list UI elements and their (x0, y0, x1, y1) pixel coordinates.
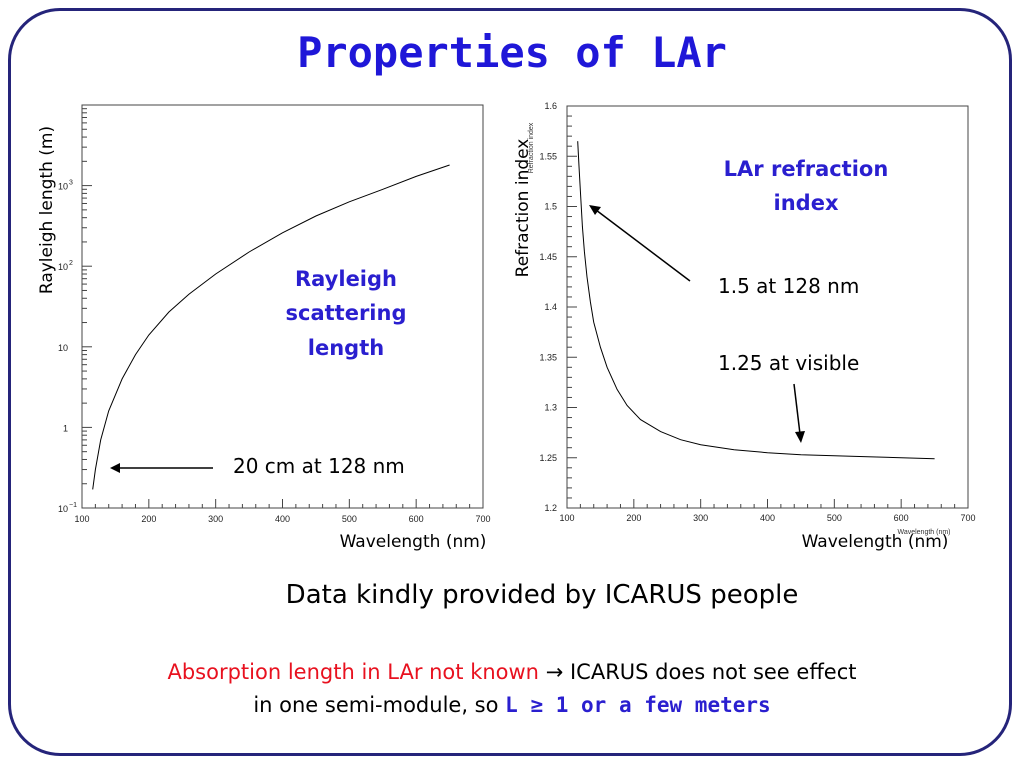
absorption-note-red: Absorption length in LAr not known (167, 660, 539, 684)
left-y-tick-label: 10 (58, 262, 68, 272)
right-x-tick-label: 600 (894, 513, 909, 523)
right-y-tick-label: 1.6 (544, 101, 557, 111)
right-x-tick-label: 400 (760, 513, 775, 523)
absorption-note: Absorption length in LAr not known → ICA… (0, 656, 1024, 722)
left-y-tick-label: 10 (58, 504, 68, 514)
right-x-tick-label: 200 (626, 513, 641, 523)
right-x-ticks: 100 200 300 400 500 600 700 (559, 499, 976, 523)
refraction-arrowhead-2 (795, 431, 805, 443)
rayleigh-label-line-2: scattering (286, 301, 407, 325)
left-y-tick-label: 1 (63, 423, 68, 433)
refraction-label-line-1: LAr refraction (724, 157, 889, 181)
left-x-tick-label: 400 (275, 514, 290, 524)
rayleigh-label-line-1: Rayleigh (295, 267, 397, 291)
rayleigh-annotation-text: 20 cm at 128 nm (233, 454, 405, 478)
left-x-ticks: 100 200 300 400 500 600 700 (74, 499, 491, 524)
right-y-tick-label: 1.5 (544, 202, 557, 212)
refraction-arrow-1 (595, 209, 691, 282)
right-x-tick-label: 100 (559, 513, 574, 523)
absorption-note-line-1: Absorption length in LAr not known → ICA… (0, 656, 1024, 689)
right-y-tick-label: 1.25 (539, 453, 557, 463)
left-x-tick-label: 500 (342, 514, 357, 524)
rayleigh-arrowhead (110, 463, 120, 473)
right-x-tick-label: 500 (827, 513, 842, 523)
slide-title: Properties of LAr (297, 28, 727, 77)
right-y-tick-label: 1.3 (544, 403, 557, 413)
left-x-axis-title: Wavelength (nm) (340, 532, 487, 552)
left-x-tick-label: 100 (74, 514, 89, 524)
absorption-note-black-1: ICARUS does not see effect (563, 660, 857, 684)
left-y-tick-label: 10 (58, 343, 68, 353)
left-y-tick-label: 10 (58, 182, 68, 192)
refraction-arrowhead-1 (589, 205, 601, 215)
refraction-arrow-2 (793, 383, 801, 435)
right-y-tick-label: 1.4 (544, 302, 557, 312)
absorption-note-black-2: in one semi-module, so (253, 693, 506, 717)
right-y-tick-label: 1.55 (539, 151, 557, 161)
absorption-note-blue: L ≥ 1 or a few meters (505, 693, 771, 717)
right-y-axis-title: Refraction index (513, 139, 533, 278)
right-y-ticks: 1.2 1.25 1.3 1.35 1.4 1.45 1.5 1.55 1.6 (539, 101, 577, 513)
arrow-symbol: → (545, 660, 564, 684)
right-y-tick-label: 1.35 (539, 352, 557, 362)
left-y-axis-title: Rayleigh length (m) (37, 126, 57, 294)
right-y-tick-label: 1.2 (544, 503, 557, 513)
absorption-note-line-2: in one semi-module, so L ≥ 1 or a few me… (0, 689, 1024, 722)
left-x-tick-label: 200 (141, 514, 156, 524)
refraction-annotation-2: 1.25 at visible (718, 351, 859, 375)
right-x-tick-label: 300 (693, 513, 708, 523)
refraction-curve (577, 141, 935, 460)
slide-frame (8, 8, 1012, 756)
right-x-axis-title: Wavelength (nm) (802, 532, 949, 552)
right-y-tick-label: 1.45 (539, 252, 557, 262)
left-y-tick-exponent: 2 (69, 260, 73, 267)
refraction-annotation-1: 1.5 at 128 nm (718, 274, 859, 298)
left-x-tick-label: 600 (409, 514, 424, 524)
rayleigh-label-line-3: length (308, 336, 384, 360)
left-y-tick-exponent: 3 (69, 180, 73, 187)
data-credit: Data kindly provided by ICARUS people (285, 580, 799, 610)
rayleigh-curve (92, 164, 450, 490)
left-x-tick-label: 300 (208, 514, 223, 524)
left-x-tick-label: 700 (475, 514, 490, 524)
right-small-y-title: Refraction index (528, 122, 535, 173)
left-y-tick-exponent: −1 (69, 502, 77, 509)
right-x-tick-label: 700 (960, 513, 975, 523)
right-small-x-title: Wavelength (nm) (897, 529, 950, 536)
refraction-label-line-2: index (774, 191, 839, 215)
